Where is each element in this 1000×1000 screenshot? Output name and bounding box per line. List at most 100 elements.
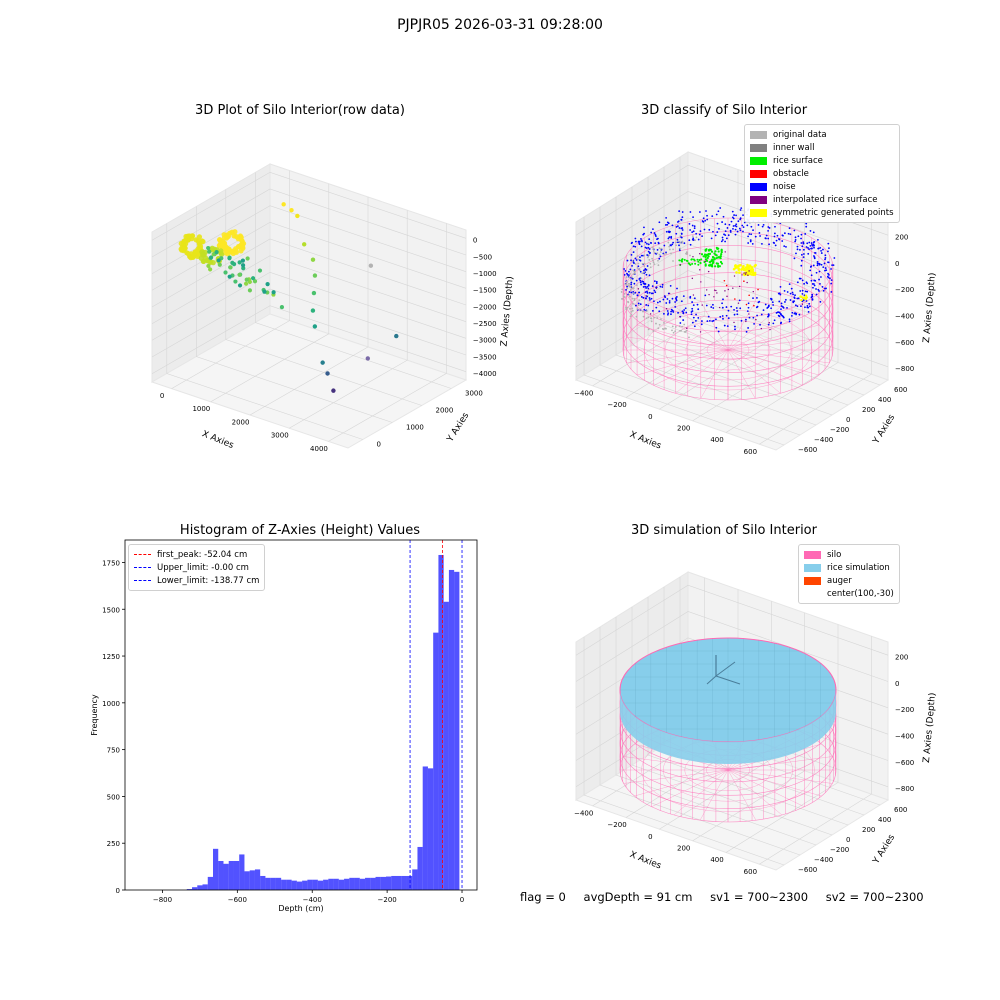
p2-symmetric-point: [754, 263, 757, 267]
p2-silo-floor-spoke: [675, 349, 729, 394]
legend-label: obstacle: [773, 168, 809, 179]
p1-data-point: [241, 266, 246, 271]
legend-swatch: [750, 182, 767, 191]
legend-entry: noise: [750, 180, 894, 193]
p2-noise-point: [704, 219, 707, 222]
p2-original-point: [679, 241, 681, 244]
p2-noise-point: [671, 224, 674, 227]
p2-noise-point: [648, 274, 651, 277]
p2-symmetric-point: [742, 264, 745, 268]
p2-noise-point: [818, 263, 821, 266]
legend-swatch: [804, 563, 821, 572]
p2-noise-point: [807, 310, 810, 313]
p2-x-gridline: [725, 204, 839, 433]
p1-data-point: [219, 251, 225, 258]
p2-original-point: [685, 252, 688, 255]
p2-noise-point: [781, 234, 784, 237]
p2-noise-point: [778, 315, 781, 318]
p2-noise-point: [695, 232, 698, 235]
p3-histogram-bar: [375, 876, 381, 890]
p2-noise-point: [813, 279, 816, 282]
p2-noise-point: [678, 244, 680, 247]
p1-z-tick-label: −2500: [473, 320, 497, 328]
p2-noise-point: [796, 281, 799, 284]
p2-rice-surface-point: [717, 247, 720, 250]
p2-original-point: [657, 327, 660, 330]
p3-histogram-bar: [380, 876, 387, 890]
p2-noise-point: [721, 236, 724, 239]
p2-original-point: [642, 315, 645, 318]
p1-x-gridline: [289, 210, 408, 429]
p2-rice-surface-point: [706, 256, 709, 260]
p2-noise-point: [788, 227, 791, 230]
p1-y-gridline: [166, 223, 363, 440]
p4-y-tick-label: 200: [862, 826, 875, 834]
p2-noise-point: [693, 325, 696, 328]
p2-original-point: [649, 262, 652, 265]
p2-y-tick-label: 600: [894, 386, 907, 394]
p2-noise-point: [647, 250, 650, 253]
p4-y-gridline: [599, 627, 801, 856]
p2-original-point: [630, 310, 633, 313]
p2-interpolated-point: [679, 315, 681, 318]
legend-entry: silo: [804, 548, 894, 561]
p2-noise-point: [653, 280, 656, 283]
p2-rice-surface-point: [710, 250, 714, 253]
p2-noise-point: [761, 242, 763, 245]
p2-noise-point: [689, 211, 692, 213]
p1-x-gridline: [328, 223, 447, 442]
p2-symmetric-point: [803, 296, 806, 300]
p2-noise-point: [722, 215, 725, 218]
p1-data-point: [227, 274, 232, 279]
p3-y-tick-label: 750: [107, 747, 120, 755]
p2-noise-point: [725, 314, 728, 317]
p4-x-tick-label: 600: [744, 868, 757, 876]
p2-z-tick-label: −200: [895, 286, 914, 294]
p4-z-tick-label: 0: [895, 680, 899, 688]
p3-histogram-bar: [443, 601, 449, 890]
p2-noise-point: [721, 302, 723, 305]
p2-noise-point: [651, 309, 654, 312]
p1-y-tick-label: 0: [377, 440, 381, 448]
p2-noise-point: [706, 218, 709, 221]
p3-histogram-bar: [265, 877, 271, 890]
p1-data-point: [229, 229, 235, 235]
p2-noise-point: [712, 303, 714, 306]
p4-y-tick-label: 600: [894, 806, 907, 814]
p3-histogram-bar: [412, 869, 418, 890]
p2-original-point: [633, 272, 636, 274]
p2-noise-point: [647, 287, 650, 290]
p2-noise-point: [648, 248, 651, 250]
p1-data-point: [325, 371, 330, 376]
p2-noise-point: [802, 248, 805, 251]
p2-noise-point: [665, 230, 668, 233]
p2-noise-point: [676, 238, 679, 241]
p2-original-point: [657, 259, 659, 262]
p2-z-gridline: [575, 191, 889, 262]
p1-data-point: [214, 250, 219, 255]
p2-noise-point: [808, 305, 811, 308]
p2-noise-point: [735, 307, 738, 309]
p2-y-gridline: [599, 207, 801, 436]
p2-noise-point: [661, 283, 664, 286]
p2-noise-point: [626, 259, 629, 262]
p2-noise-point: [675, 299, 678, 302]
p2-noise-point: [780, 302, 783, 305]
p2-noise-point: [727, 234, 730, 237]
p1-data-point: [207, 249, 212, 254]
p3-histogram-bar: [275, 877, 282, 890]
legend-line: [134, 554, 151, 555]
p1-z-tick-label: −500: [473, 253, 492, 261]
p2-interpolated-point: [715, 289, 717, 292]
p2-y-tick-label: 400: [878, 396, 891, 404]
p2-symmetric-point: [746, 267, 749, 271]
p2-z-tick-label: −600: [895, 339, 914, 347]
p3-histogram-bar: [427, 768, 434, 890]
p2-noise-point: [706, 320, 709, 323]
legend-entry: inner wall: [750, 141, 894, 154]
p2-noise-point: [725, 237, 728, 240]
p2-symmetric-point: [739, 263, 742, 267]
p2-interpolated-point: [733, 321, 735, 324]
p2-obstacle-point: [753, 304, 755, 307]
